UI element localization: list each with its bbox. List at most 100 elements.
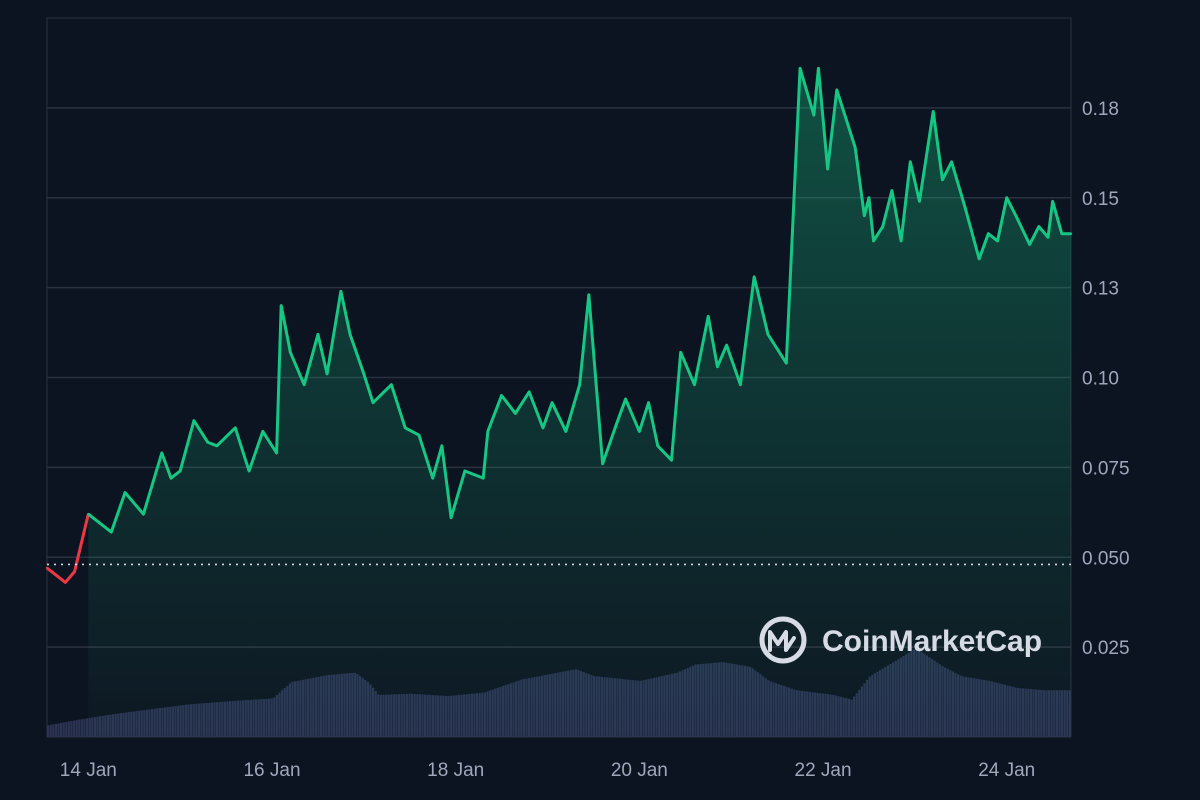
price-point — [656, 444, 659, 448]
price-point — [739, 383, 742, 386]
price-point — [339, 290, 343, 293]
volume-bar — [80, 719, 83, 737]
price-point — [707, 315, 710, 318]
price-area-fill — [88, 68, 1072, 737]
price-point — [835, 88, 839, 92]
price-point — [417, 433, 421, 437]
volume-bar — [52, 724, 55, 737]
price-point — [403, 426, 407, 430]
price-point — [766, 333, 770, 336]
price-point — [325, 372, 329, 376]
price-point — [1060, 232, 1064, 235]
price-point — [440, 444, 444, 448]
price-point — [302, 383, 306, 386]
price-point — [798, 67, 802, 70]
price-point — [142, 512, 145, 516]
volume-bar — [49, 724, 52, 737]
price-point — [564, 430, 568, 433]
price-point — [45, 566, 49, 570]
price-point — [909, 160, 912, 163]
price-point — [275, 451, 278, 455]
price-point — [1069, 232, 1073, 235]
price-point — [881, 225, 884, 228]
x-axis-ticks: 14 Jan 16 Jan 18 Jan 20 Jan 22 Jan 24 Jan — [60, 760, 1035, 781]
volume-bar — [73, 720, 76, 737]
price-point — [624, 397, 627, 401]
volume-bar — [70, 721, 73, 737]
volume-bar — [86, 718, 89, 737]
price-point — [316, 333, 320, 336]
volume-bar — [75, 720, 78, 737]
price-point — [587, 293, 591, 297]
price-point — [247, 469, 251, 473]
coinmarketcap-watermark: CoinMarketCap — [759, 616, 1042, 664]
volume-bar — [67, 721, 70, 737]
price-point — [279, 304, 283, 307]
price-point — [500, 394, 503, 397]
price-point — [890, 189, 894, 192]
price-point — [679, 351, 682, 354]
x-tick-label: 20 Jan — [611, 760, 668, 781]
y-tick-label: 0.025 — [1082, 638, 1130, 659]
x-tick-label: 22 Jan — [795, 760, 852, 781]
price-point — [941, 178, 944, 181]
brand-name: CoinMarketCap — [822, 625, 1042, 658]
y-tick-label: 0.10 — [1082, 369, 1119, 390]
price-point — [785, 361, 788, 365]
price-line-down — [46, 513, 90, 584]
volume-bar — [65, 721, 68, 737]
price-point — [289, 351, 292, 354]
volume-bar — [60, 722, 63, 737]
volume-bar — [83, 718, 86, 737]
price-point — [812, 113, 816, 117]
price-point — [550, 401, 554, 404]
price-point — [178, 469, 182, 473]
price-point — [1014, 214, 1018, 217]
y-tick-label: 0.050 — [1082, 548, 1130, 569]
y-tick-label: 0.075 — [1082, 458, 1130, 479]
x-tick-label: 14 Jan — [60, 760, 117, 781]
price-point — [853, 146, 857, 149]
price-point — [1051, 200, 1054, 203]
price-point — [261, 430, 265, 433]
price-point — [977, 257, 981, 261]
y-axis-ticks: 0.025 0.050 0.075 0.10 0.13 0.15 0.18 — [1082, 99, 1130, 659]
price-point — [463, 469, 467, 473]
price-point — [514, 412, 517, 415]
price-point — [160, 451, 163, 455]
price-point — [1046, 236, 1050, 239]
y-tick-label: 0.15 — [1082, 189, 1119, 210]
price-point — [872, 239, 875, 243]
price-line-group[interactable] — [45, 66, 1073, 584]
price-point — [867, 196, 871, 199]
volume-bar — [62, 722, 65, 737]
price-point — [1028, 243, 1031, 246]
price-area — [88, 68, 1072, 737]
price-point — [725, 343, 728, 347]
price-point — [716, 365, 719, 368]
price-point — [693, 383, 696, 386]
price-point — [362, 372, 366, 376]
price-point — [541, 426, 545, 430]
price-point — [348, 333, 352, 336]
price-point — [615, 423, 618, 426]
price-point — [863, 214, 866, 217]
price-point — [752, 275, 756, 279]
price-point — [932, 110, 935, 113]
y-tick-label: 0.18 — [1082, 99, 1119, 120]
price-point — [647, 401, 650, 404]
price-point — [64, 581, 67, 584]
price-point — [73, 570, 76, 573]
price-point — [486, 430, 490, 433]
coinmarketcap-logo-icon — [759, 616, 807, 664]
price-point — [964, 207, 967, 210]
price-point — [996, 239, 999, 243]
price-point — [826, 167, 829, 171]
volume-bar — [54, 723, 57, 737]
price-point — [371, 401, 375, 404]
x-tick-label: 18 Jan — [427, 760, 484, 781]
price-point — [110, 530, 113, 534]
price-point — [234, 426, 237, 430]
